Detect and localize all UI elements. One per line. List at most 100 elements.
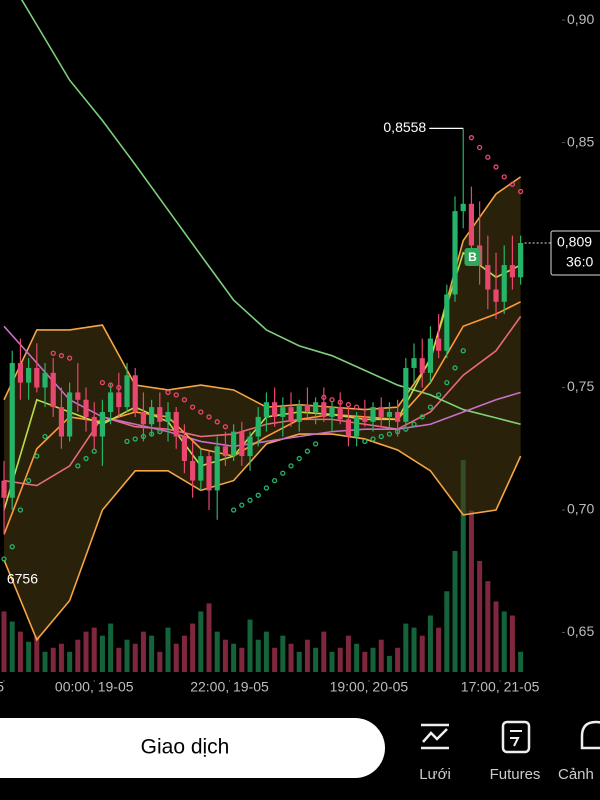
volume-bar <box>165 627 171 672</box>
volume-bar <box>9 621 15 672</box>
sar-dot <box>189 404 196 410</box>
candle-body <box>173 412 179 437</box>
sar-dot <box>34 453 40 459</box>
volume-bar <box>509 615 515 672</box>
sar-dot <box>271 477 278 484</box>
volume-bar <box>50 647 56 672</box>
volume-bar <box>75 639 81 672</box>
volume-bar <box>26 641 32 672</box>
candle-body <box>337 407 343 420</box>
candle-body <box>362 416 368 422</box>
volume-bar <box>255 639 261 672</box>
candle-body <box>124 375 130 408</box>
volume-bar <box>116 647 122 672</box>
x-tick-label: 00:00, 19-05 <box>55 679 134 695</box>
volume-bar <box>272 647 278 672</box>
volume-bar <box>231 643 237 672</box>
volume-bar <box>321 631 327 672</box>
futures-tab[interactable]: Futures <box>490 720 541 783</box>
signal-label: B <box>468 250 477 264</box>
candle-body <box>468 203 475 246</box>
grid-icon <box>421 723 449 750</box>
candle-body <box>518 242 524 278</box>
sar-dot <box>403 426 409 432</box>
low-marker-label: 6756 <box>7 570 38 586</box>
tab-label[interactable]: Futures <box>490 766 541 783</box>
volume-bar <box>214 631 220 672</box>
volume-bar <box>444 591 450 672</box>
sar-dot <box>230 507 237 513</box>
tab-label[interactable]: Lưới <box>419 766 451 783</box>
sar-dot <box>148 431 155 437</box>
candle-body <box>231 431 237 457</box>
trade-button-label[interactable]: Giao dịch <box>141 736 230 759</box>
sar-dot <box>501 174 507 180</box>
sar-dot <box>312 441 319 447</box>
moving-average <box>3 325 521 448</box>
volume-bar <box>108 623 114 672</box>
candle-body <box>403 367 409 422</box>
sar-dot <box>214 419 220 425</box>
alert-tab[interactable]: Cảnh <box>558 720 600 783</box>
volume-bar <box>124 639 130 672</box>
candle-body <box>509 265 516 278</box>
trade-button[interactable] <box>0 718 385 778</box>
volume-bar <box>370 647 376 672</box>
volume-bar <box>198 611 204 672</box>
candle-body <box>116 392 122 408</box>
sar-dot <box>517 188 524 195</box>
sar-dot <box>66 355 73 361</box>
sar-dot <box>452 365 458 371</box>
sar-dot <box>427 404 434 410</box>
sar-dot <box>116 384 122 391</box>
candle-body <box>386 412 393 417</box>
x-tick-label: 5 <box>0 679 4 695</box>
volume-bar <box>42 651 48 672</box>
candle-body <box>354 416 360 437</box>
candle-body <box>181 436 188 462</box>
volume-bar <box>403 623 409 672</box>
candle-body <box>378 407 384 417</box>
candle-body <box>370 407 376 422</box>
volume-bar <box>181 635 187 672</box>
x-tick-label: 22:00, 19-05 <box>190 679 269 695</box>
sar-dot <box>239 502 245 508</box>
y-tick-label: 0,65 <box>567 623 594 639</box>
candle-body <box>436 338 442 351</box>
sar-dot <box>75 463 81 469</box>
sar-dot <box>444 379 450 386</box>
sar-dot <box>321 394 327 400</box>
sar-dot <box>378 433 384 440</box>
sar-dot <box>493 164 499 170</box>
bollinger-fill <box>4 176 521 640</box>
y-tick-label: 0,85 <box>567 133 594 149</box>
volume-bar <box>304 639 310 672</box>
tab-label[interactable]: Cảnh <box>558 766 594 783</box>
candle-body <box>395 412 401 422</box>
volume-bar <box>329 651 335 672</box>
volume-bar <box>436 627 442 672</box>
sar-dot <box>140 433 147 440</box>
volume-bar <box>395 647 401 672</box>
candle-body <box>296 404 302 422</box>
sar-dot <box>181 397 188 403</box>
volume-bar <box>501 611 507 672</box>
candle-body <box>58 407 65 437</box>
volume-bar <box>67 651 73 672</box>
candle-body <box>329 407 335 417</box>
candle-body <box>263 402 270 417</box>
grid-tab[interactable]: Lưới <box>419 723 451 783</box>
candle-body <box>198 456 204 481</box>
sar-dot <box>394 428 401 435</box>
volume-bar <box>386 655 392 672</box>
plot: 0,90 0,85 0,75 0,70 0,65 5 00:00, 19-05 22:00, … <box>0 0 600 695</box>
y-tick-label: 0,75 <box>567 378 594 394</box>
moving-average <box>20 0 521 426</box>
sar-dot <box>485 154 491 160</box>
volume-bar <box>427 615 433 672</box>
volume-bar <box>206 603 212 672</box>
sar-dot <box>370 436 376 442</box>
candle-body <box>1 480 7 498</box>
